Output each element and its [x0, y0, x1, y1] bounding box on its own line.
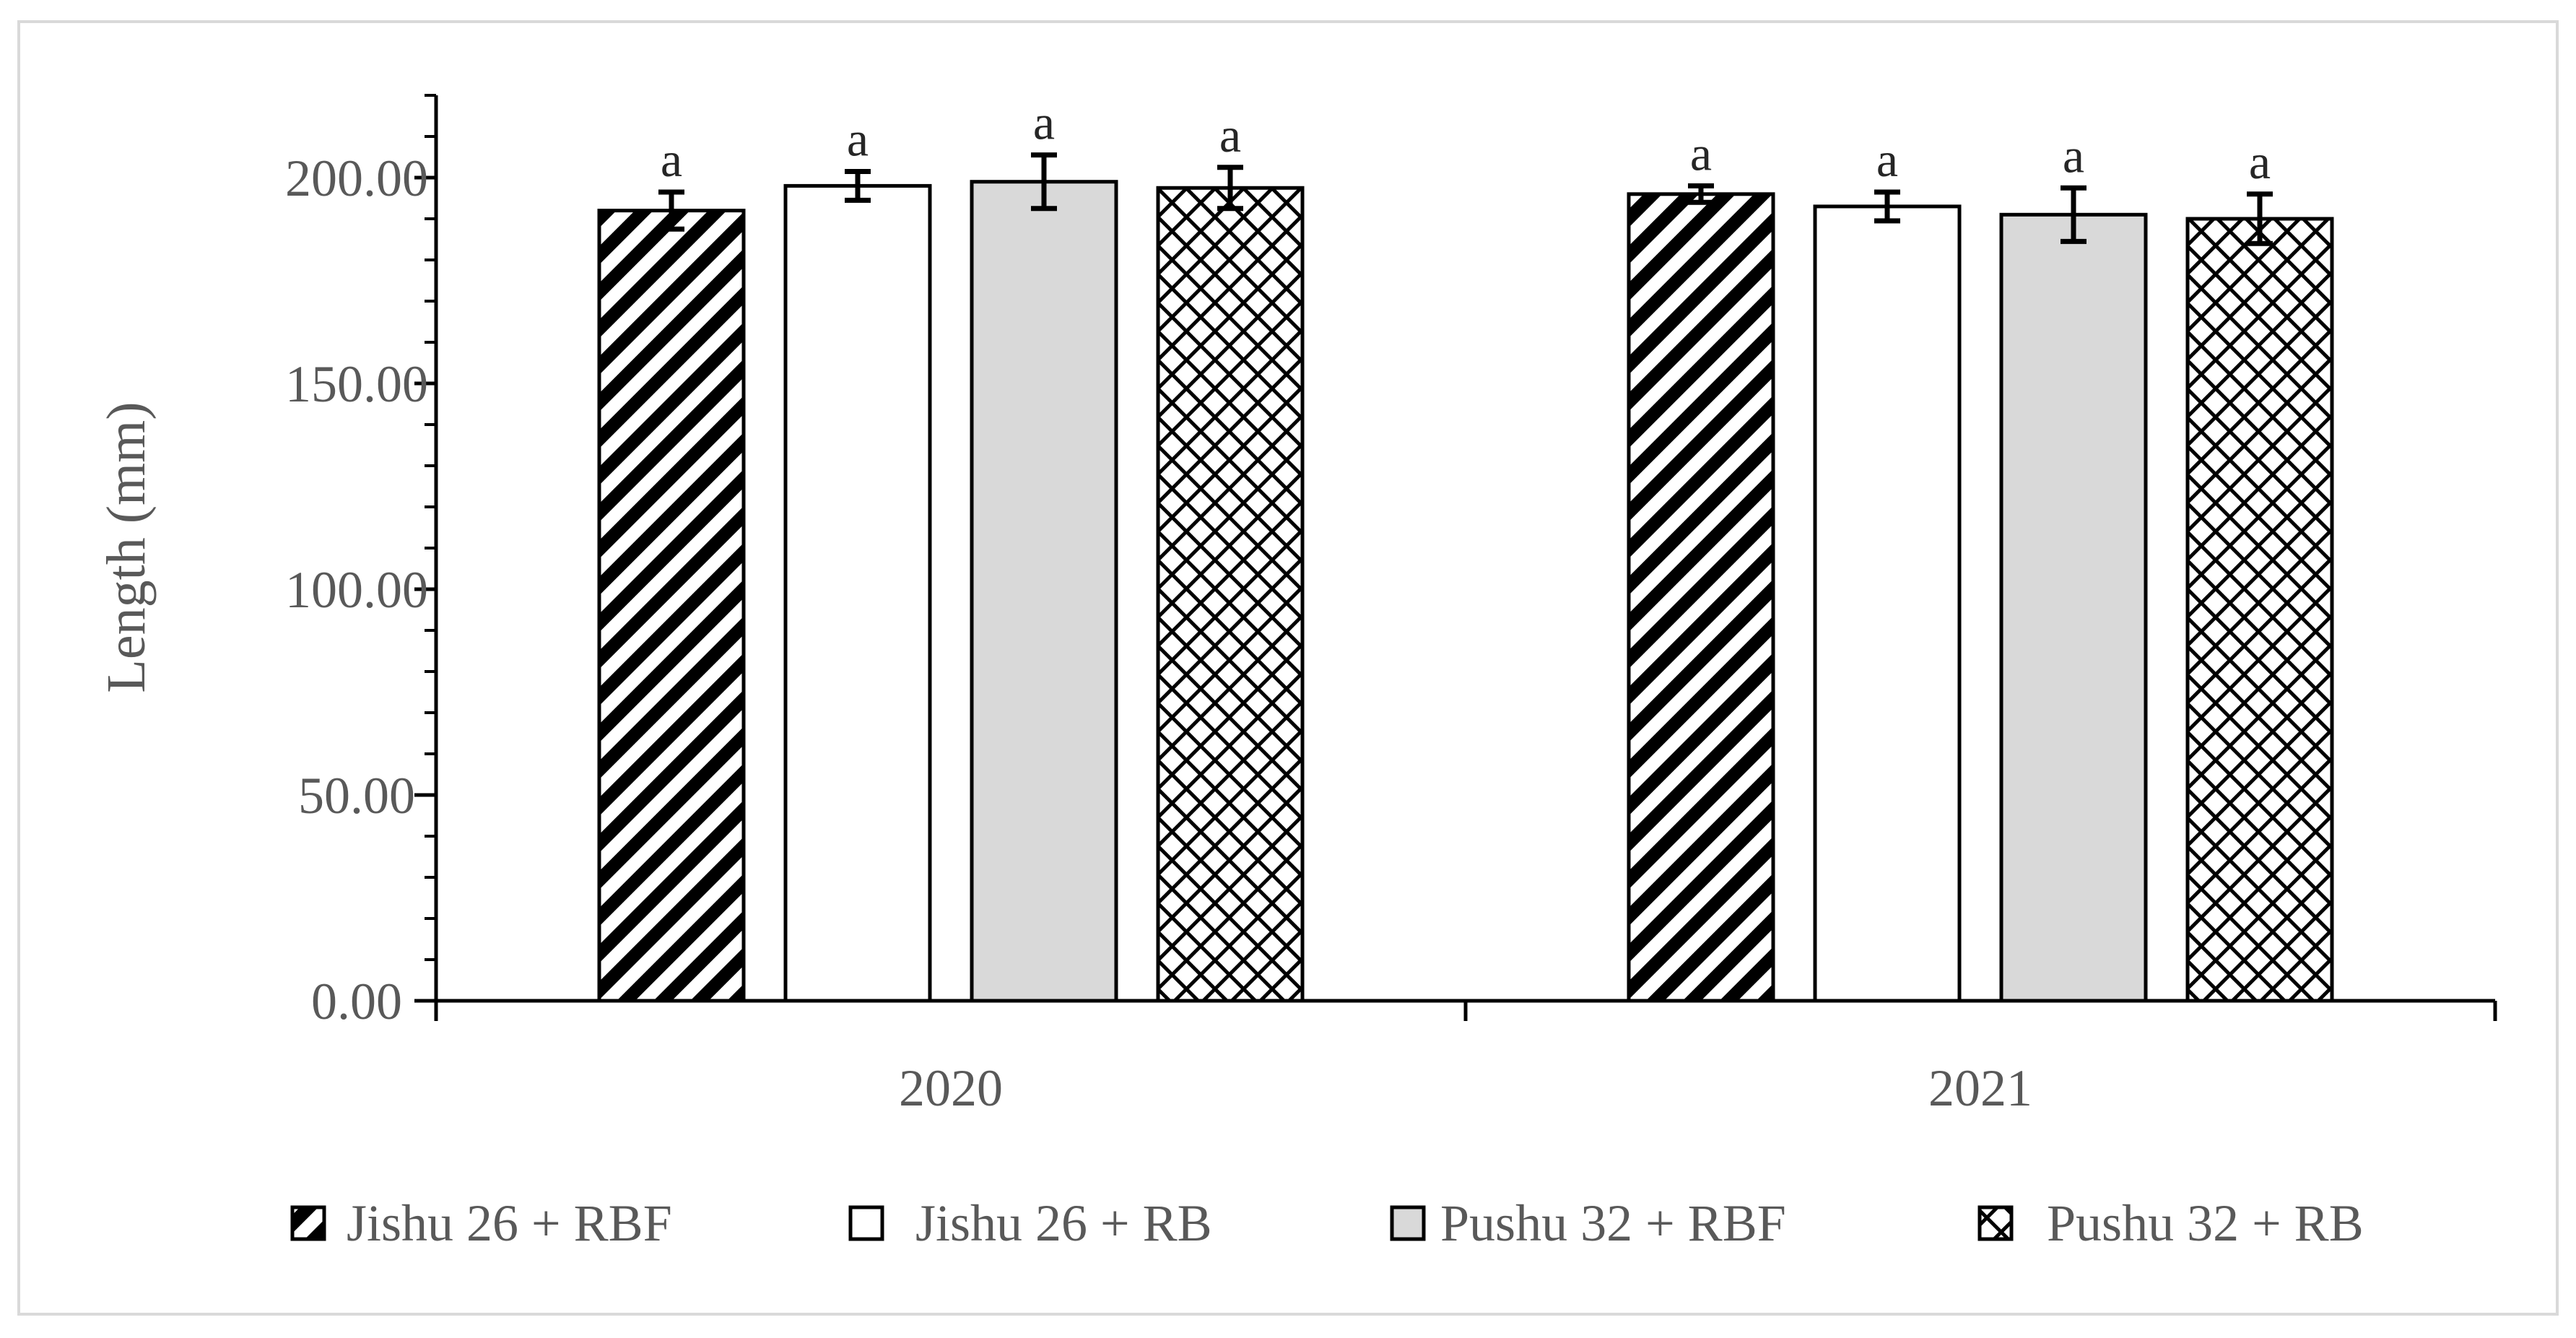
bar [783, 183, 932, 1003]
y-tick-label: 50.00 [298, 767, 415, 825]
significance-label: a [661, 132, 682, 187]
legend-swatch-jishu26-rb [848, 1205, 884, 1241]
significance-label: a [1876, 132, 1898, 187]
bars [597, 152, 2334, 1003]
legend-label-pushu32-rb: Pushu 32 + RB [2047, 1194, 2364, 1252]
legend-item-pushu32-rb: Pushu 32 + RB [1977, 1194, 2364, 1252]
y-tick-label: 200.00 [285, 149, 428, 207]
significance-label: a [1219, 108, 1241, 162]
legend-item-pushu32-rbf: Pushu 32 + RBF [1390, 1194, 1786, 1252]
legend-item-jishu26-rb: Jishu 26 + RB [848, 1194, 1212, 1252]
x-category-label: 2020 [899, 1059, 1003, 1117]
legend-swatch-pushu32-rb [1977, 1205, 2014, 1241]
y-tick-label: 150.00 [285, 355, 428, 413]
significance-label: a [1690, 126, 1712, 181]
labels: 0.00 50.00 100.00 150.00 200.00 2020 a a a a 2021 a… [285, 95, 2271, 1117]
bar [597, 209, 746, 1003]
y-tick-label: 0.00 [311, 973, 402, 1030]
legend-item-jishu26-rbf: Jishu 26 + RBF [290, 1194, 672, 1252]
bar [1813, 204, 1962, 1003]
bar [1627, 192, 1775, 1003]
bar [970, 180, 1118, 1003]
significance-label: a [2249, 134, 2271, 189]
axes [414, 94, 2497, 1021]
x-category-label: 2021 [1928, 1059, 2032, 1117]
bar [2185, 217, 2334, 1003]
significance-label: a [1033, 95, 1055, 150]
legend: Jishu 26 + RBF Jishu 26 + RB Pushu 32 + … [290, 1194, 2364, 1252]
legend-label-jishu26-rbf: Jishu 26 + RBF [347, 1194, 672, 1252]
significance-label: a [847, 111, 869, 166]
significance-label: a [2063, 128, 2084, 183]
legend-swatch-jishu26-rbf [290, 1205, 326, 1241]
legend-label-pushu32-rbf: Pushu 32 + RBF [1440, 1194, 1786, 1252]
legend-swatch-pushu32-rbf [1390, 1205, 1426, 1241]
legend-label-jishu26-rb: Jishu 26 + RB [915, 1194, 1212, 1252]
y-axis-label: Length (mm) [96, 401, 157, 692]
y-tick-label: 100.00 [285, 561, 428, 619]
bar [1999, 212, 2148, 1003]
bar [1156, 186, 1305, 1003]
